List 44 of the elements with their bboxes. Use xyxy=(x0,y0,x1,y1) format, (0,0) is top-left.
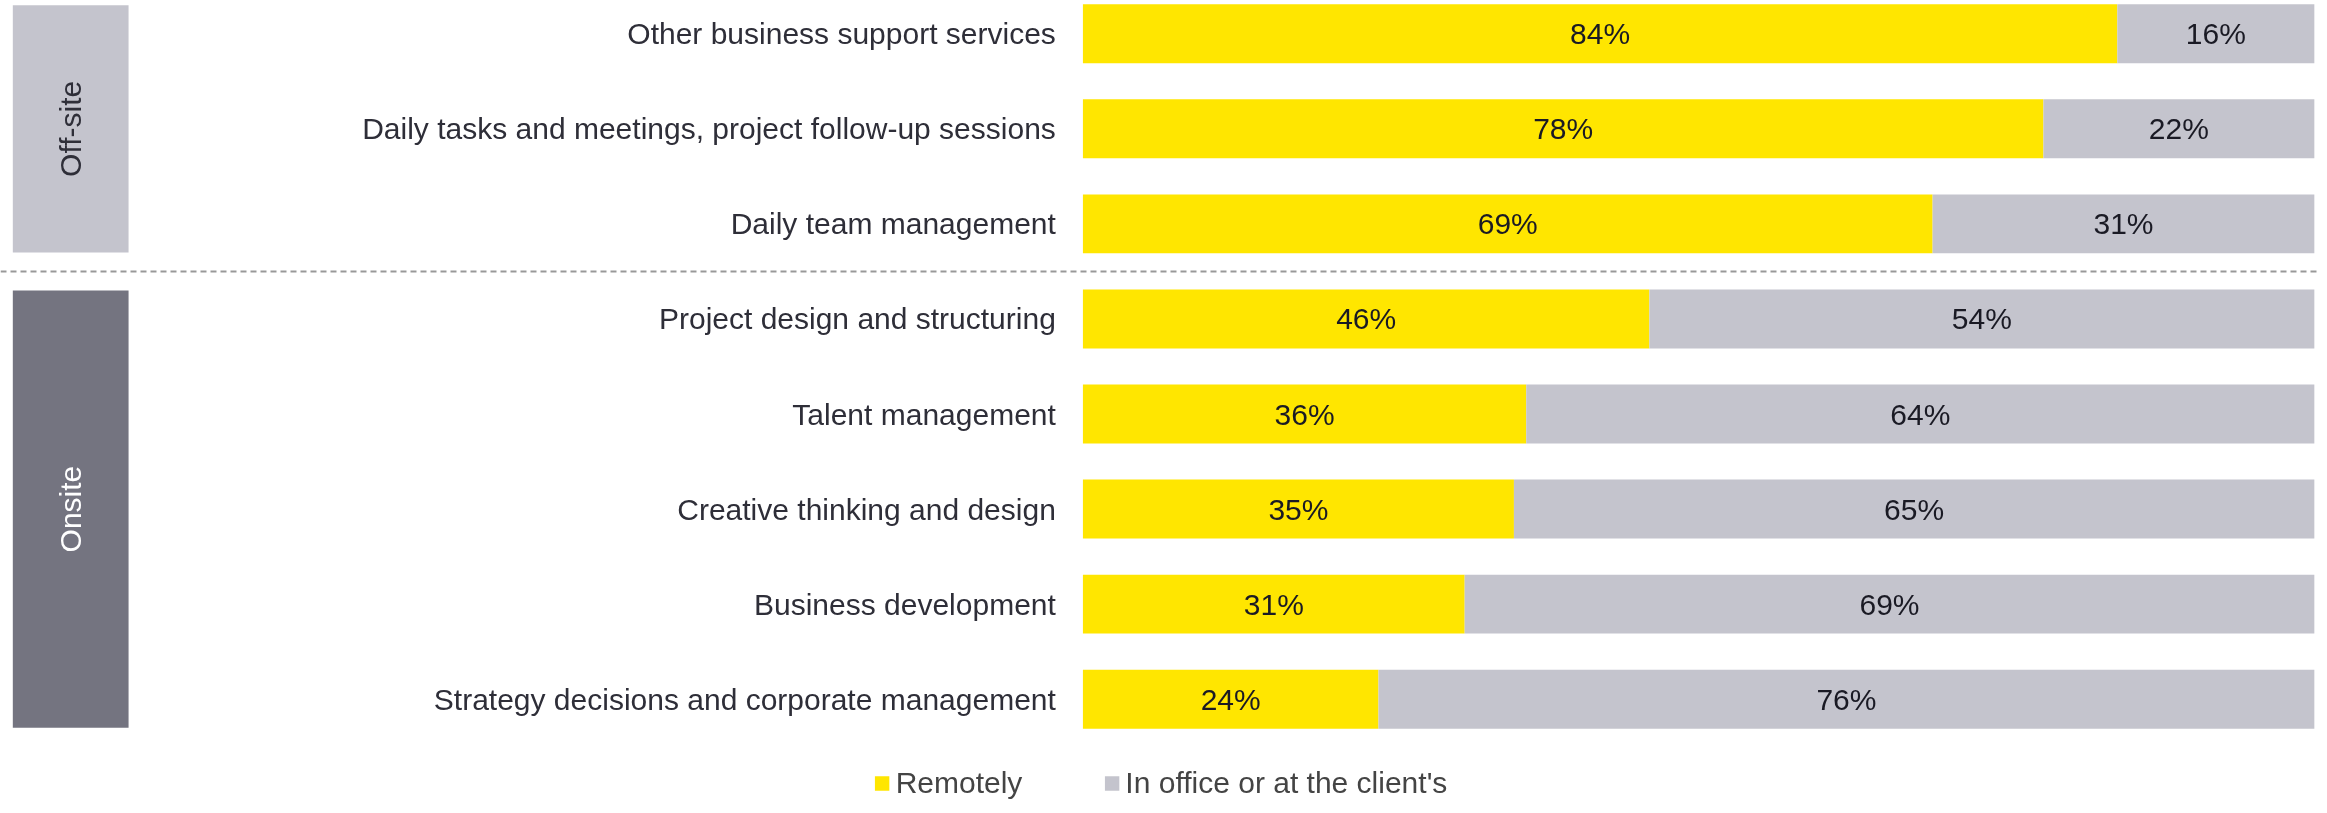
y-tick-label: Daily team management xyxy=(730,207,1057,241)
data-label: 84% xyxy=(1570,17,1631,51)
bar xyxy=(1082,384,1527,444)
data-label: 76% xyxy=(1816,682,1877,716)
data-label: 35% xyxy=(1268,492,1329,526)
y-tick-label: Daily tasks and meetings, project follow-up sessions xyxy=(362,112,1056,146)
bar xyxy=(1526,384,2315,444)
bar xyxy=(1082,479,1514,539)
data-label: 69% xyxy=(1477,207,1538,241)
bar xyxy=(1464,574,2315,634)
data-label: 69% xyxy=(1859,587,1920,621)
y-tick-label: Creative thinking and design xyxy=(677,492,1056,526)
bar xyxy=(1932,194,2315,254)
y-tick-label: Talent management xyxy=(792,397,1057,431)
bar xyxy=(1082,4,2118,64)
y-tick-label: Strategy decisions and corporate management xyxy=(433,682,1057,716)
y-tick-label: Project design and structuring xyxy=(658,302,1056,336)
bar xyxy=(1082,194,1933,254)
data-label: 31% xyxy=(1243,587,1304,621)
bar xyxy=(1082,669,1379,729)
data-label: 16% xyxy=(2185,17,2246,51)
legend-label: Remotely xyxy=(895,766,1023,800)
bar xyxy=(1082,574,1465,634)
data-label: 65% xyxy=(1884,492,1945,526)
y-tick-label: Other business support services xyxy=(627,17,1056,51)
text: Onsite xyxy=(54,465,88,553)
data-label: 24% xyxy=(1200,682,1261,716)
data-label: 31% xyxy=(2093,207,2154,241)
data-label: 54% xyxy=(1951,302,2012,336)
bar xyxy=(1082,99,2044,159)
data-label: 22% xyxy=(2148,112,2209,146)
data-label: 36% xyxy=(1274,397,1335,431)
bar xyxy=(1082,289,1650,349)
y-tick-label: Business development xyxy=(753,587,1057,621)
data-label: 78% xyxy=(1533,112,1594,146)
text: Off-site xyxy=(54,80,88,177)
bar xyxy=(2043,99,2315,159)
bar xyxy=(1513,479,2315,539)
data-label: 46% xyxy=(1336,302,1397,336)
bar xyxy=(2117,4,2315,64)
legend-label: In office or at the client's xyxy=(1125,766,1448,800)
bar xyxy=(1378,669,2315,729)
bar xyxy=(1649,289,2315,349)
data-label: 64% xyxy=(1890,397,1951,431)
